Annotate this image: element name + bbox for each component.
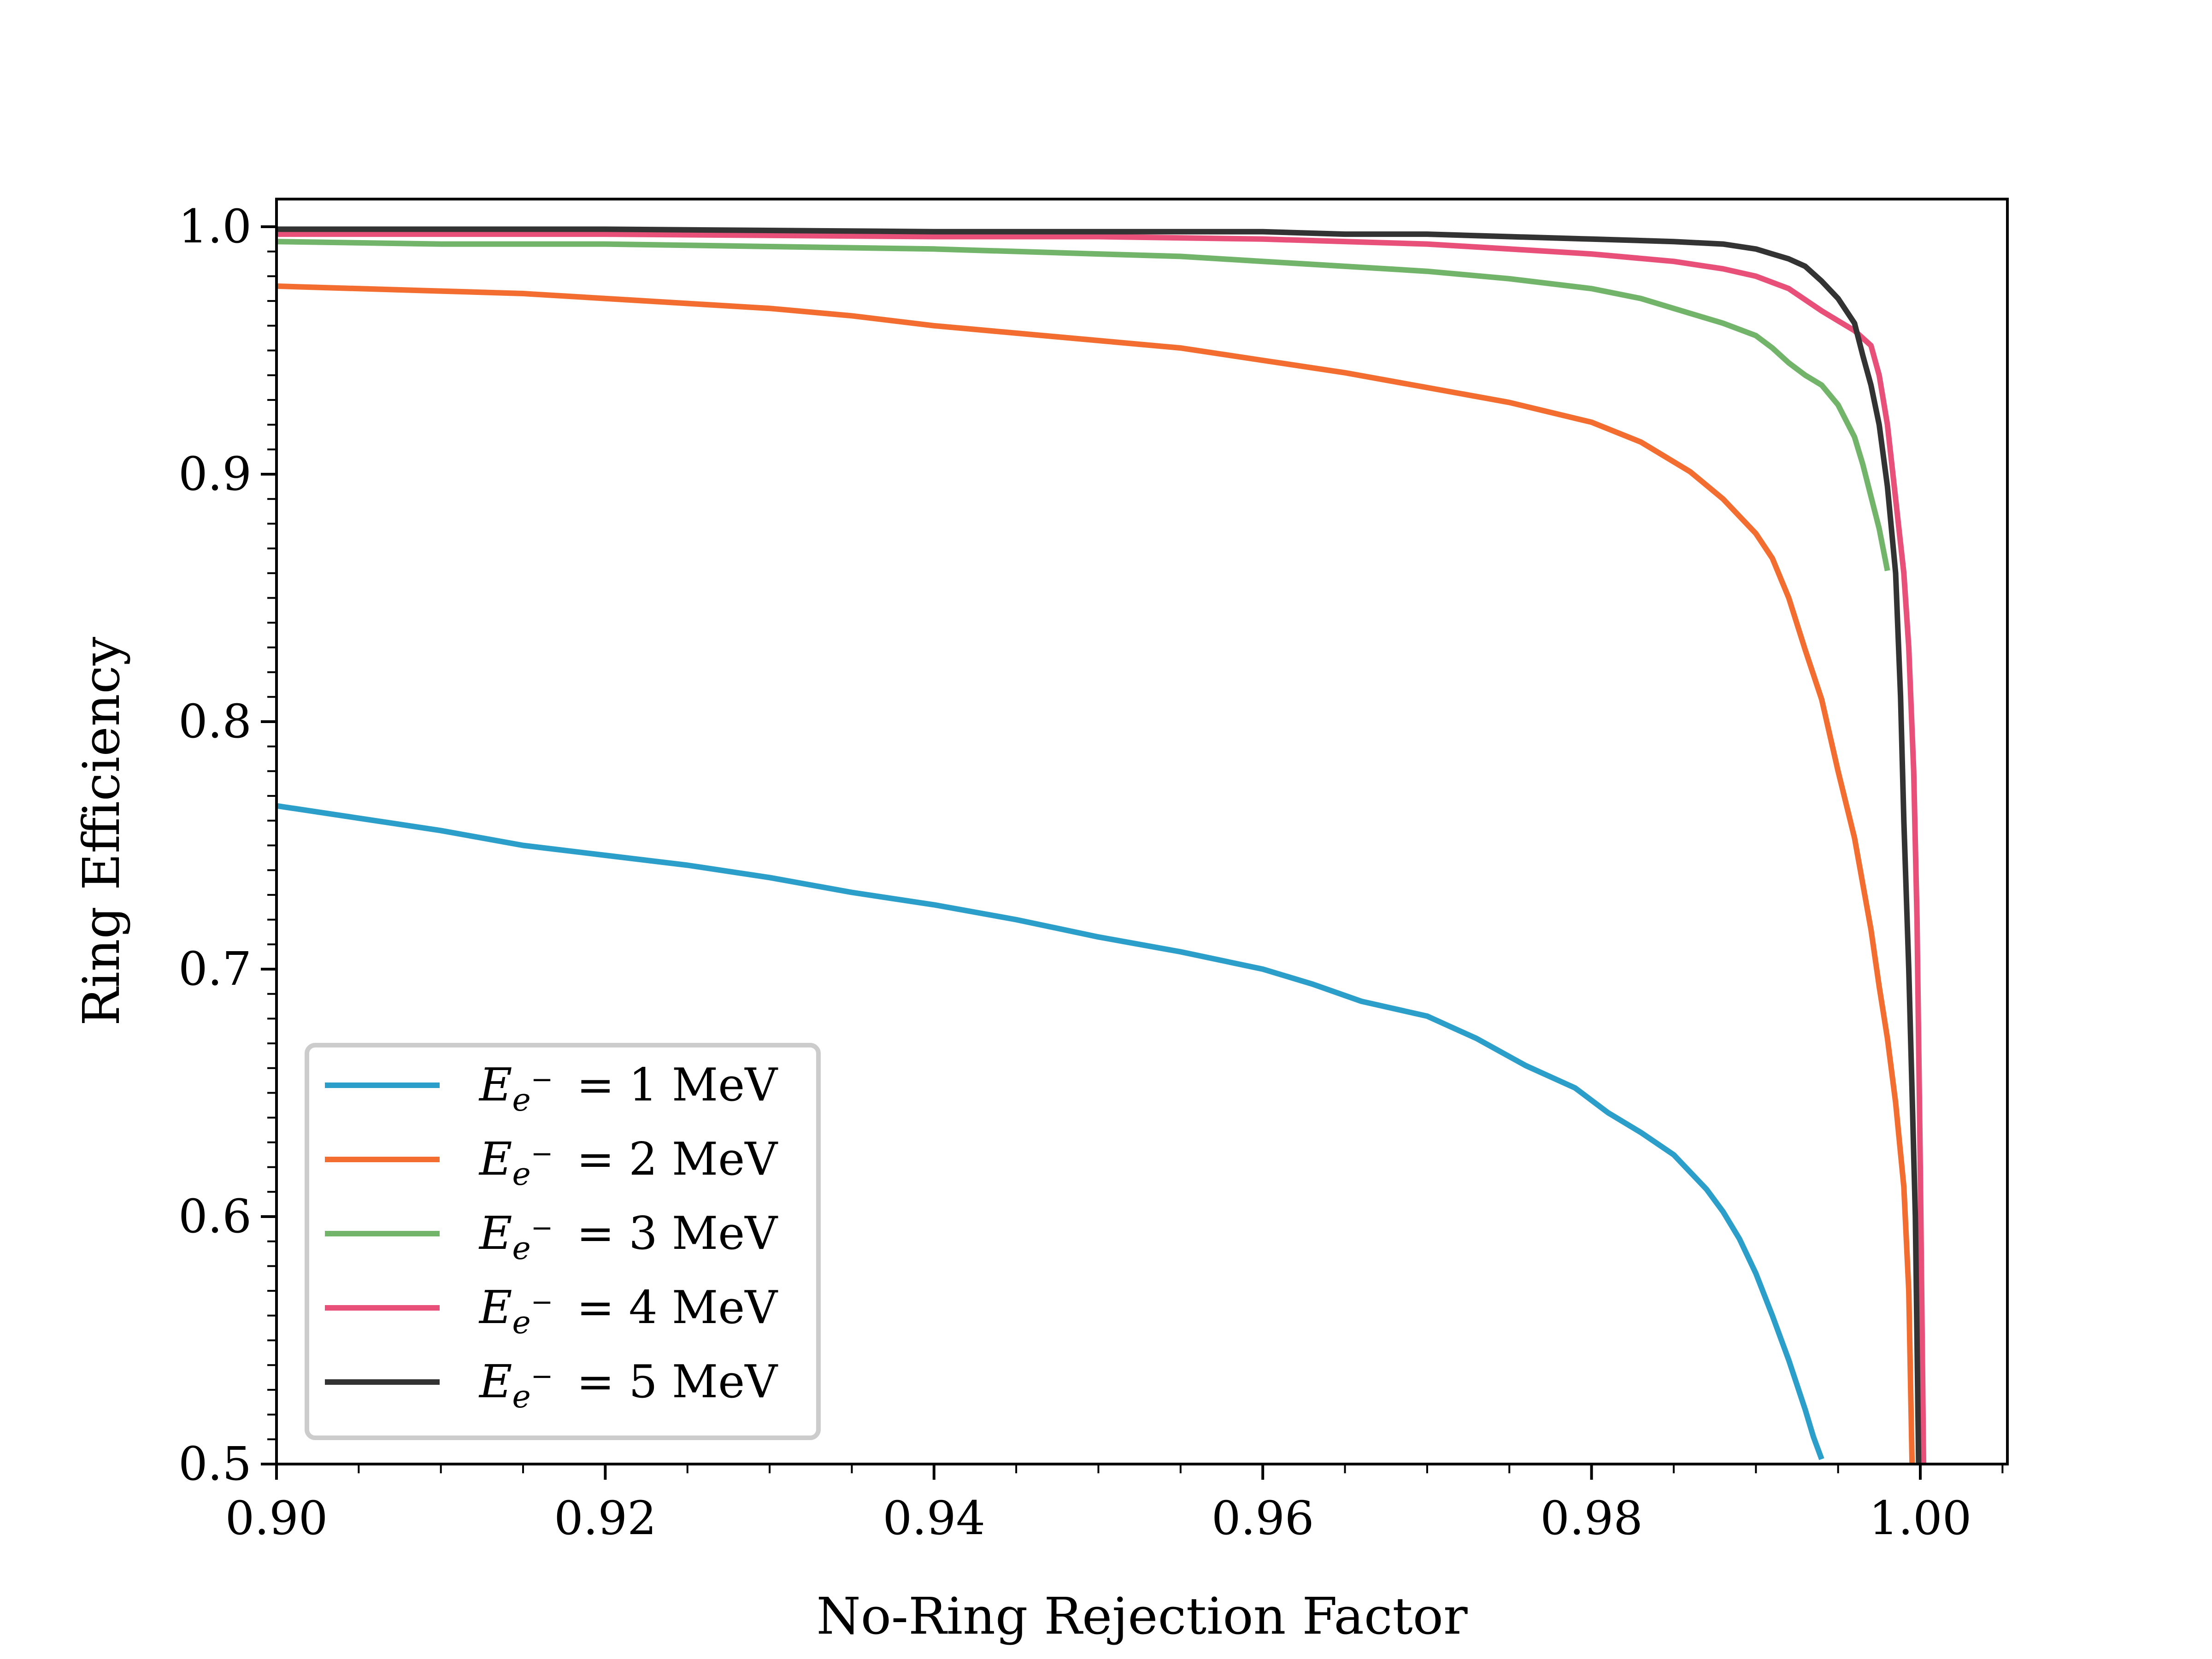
x-tick-label: 0.96 bbox=[1212, 1491, 1314, 1545]
x-tick-label: 0.94 bbox=[882, 1491, 985, 1545]
series-line-2 bbox=[276, 283, 1915, 1464]
series-layer bbox=[276, 226, 1927, 1464]
y-axis: 0.5 0.6 0.7 0.8 0.9 1.0 bbox=[178, 200, 276, 1491]
plot-frame bbox=[275, 198, 2009, 1465]
y-tick-label: 0.8 bbox=[178, 694, 252, 748]
y-tick-label: 1.0 bbox=[178, 200, 252, 253]
legend-label-4: Ee− = 4 MeV bbox=[478, 1282, 778, 1341]
series-line-3 bbox=[276, 239, 1890, 571]
x-tick-label: 0.90 bbox=[225, 1491, 328, 1545]
x-tick-label: 0.98 bbox=[1540, 1491, 1643, 1545]
y-tick-label: 0.6 bbox=[178, 1189, 252, 1243]
legend-label-3: Ee− = 3 MeV bbox=[478, 1207, 778, 1267]
y-tick-label: 0.9 bbox=[178, 447, 252, 501]
legend-box bbox=[305, 1043, 821, 1440]
series-line-5 bbox=[276, 226, 1922, 1464]
series-line-4 bbox=[276, 231, 1927, 1464]
y-tick-label: 0.5 bbox=[178, 1437, 252, 1491]
y-axis-label: Ring Efficiency bbox=[72, 637, 131, 1026]
x-tick-label: 0.92 bbox=[554, 1491, 657, 1545]
x-axis-label: No-Ring Rejection Factor bbox=[816, 1587, 1467, 1646]
x-axis: 0.90 0.92 0.94 0.96 0.98 1.00 bbox=[225, 1464, 2004, 1545]
y-tick-label: 0.7 bbox=[178, 942, 252, 996]
legend: Ee− = 1 MeV Ee− = 2 MeV Ee− = 3 MeV Ee− = 4… bbox=[305, 1043, 821, 1440]
legend-label-2: Ee− = 2 MeV bbox=[478, 1133, 778, 1193]
legend-label-5: Ee− = 5 MeV bbox=[478, 1356, 778, 1415]
series-line-1 bbox=[276, 803, 1824, 1460]
x-tick-label: 1.00 bbox=[1869, 1491, 1972, 1545]
legend-label-1: Ee− = 1 MeV bbox=[478, 1059, 778, 1118]
